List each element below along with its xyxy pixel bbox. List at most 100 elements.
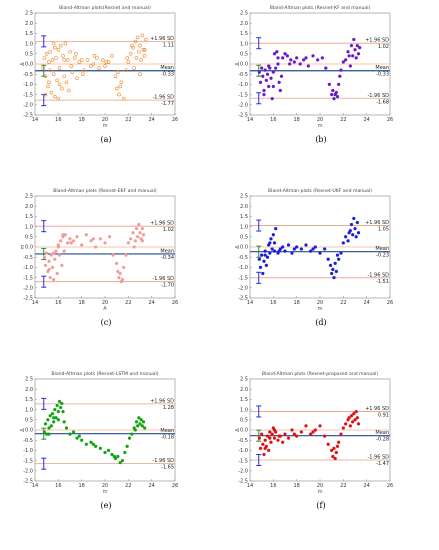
data-point — [267, 84, 271, 89]
data-point — [260, 66, 264, 70]
data-point — [341, 426, 345, 430]
data-point — [80, 438, 84, 442]
data-point — [117, 275, 121, 280]
data-point — [323, 247, 327, 251]
data-point — [51, 41, 56, 46]
data-point — [311, 247, 315, 251]
data-point — [51, 72, 56, 76]
data-point — [50, 265, 55, 270]
y-tick-label: -2.0 — [238, 103, 248, 109]
mean-value: -0.28 — [376, 437, 389, 443]
x-axis-label: m — [318, 123, 323, 129]
y-tick-label: -2.5 — [238, 479, 248, 485]
data-point — [124, 68, 128, 72]
data-point — [133, 39, 138, 44]
data-point — [138, 422, 142, 426]
data-point — [272, 52, 277, 56]
data-point — [63, 41, 68, 46]
data-point — [348, 64, 352, 68]
x-tick-label: 26 — [387, 300, 393, 306]
data-point — [98, 446, 102, 451]
data-point — [57, 399, 62, 404]
x-tick-label: 16 — [270, 300, 276, 306]
data-point — [354, 56, 358, 60]
data-point — [277, 249, 281, 253]
data-point — [279, 74, 284, 78]
data-point — [130, 43, 134, 48]
y-tick-label: -1.5 — [23, 92, 33, 98]
data-point — [55, 271, 59, 276]
data-point — [62, 420, 66, 424]
data-point — [335, 253, 340, 257]
y-tick-label: 0.0 — [240, 428, 248, 434]
mean-text: Mean — [375, 430, 389, 436]
data-point — [62, 249, 66, 253]
data-point — [263, 68, 267, 72]
data-point — [85, 58, 90, 62]
y-tick-label: -0.5 — [23, 438, 33, 444]
y-tick-label: 0.5 — [25, 235, 33, 241]
data-point — [265, 255, 270, 259]
data-point — [132, 245, 136, 249]
x-tick-label: 22 — [125, 300, 131, 306]
data-point — [118, 460, 122, 465]
data-point — [59, 405, 63, 410]
x-tick-label: 20 — [317, 483, 323, 489]
data-point — [298, 62, 302, 66]
y-axis-label: Δ — [20, 62, 26, 66]
y-tick-label: -2.0 — [23, 286, 33, 292]
x-tick-label: 18 — [293, 483, 299, 489]
data-point — [258, 446, 263, 451]
data-point — [124, 253, 128, 257]
data-point — [89, 64, 93, 68]
data-point — [271, 233, 275, 237]
data-point — [126, 241, 130, 245]
y-tick-label: 1.5 — [25, 397, 33, 403]
lower-limit-text: -1.96 SD — [367, 93, 389, 99]
data-point — [52, 277, 56, 282]
data-point — [112, 454, 116, 459]
data-point — [43, 74, 48, 79]
data-point — [70, 70, 75, 74]
data-point — [276, 56, 280, 60]
panel-caption: (a) — [100, 135, 111, 144]
data-point — [344, 235, 348, 239]
x-tick-label: 18 — [78, 117, 84, 123]
data-point — [64, 426, 69, 430]
data-point — [77, 434, 81, 438]
y-tick-label: 0.0 — [240, 62, 248, 68]
data-point — [121, 96, 126, 101]
data-point — [57, 82, 62, 87]
y-tick-label: 1.5 — [240, 397, 248, 403]
data-point — [324, 66, 328, 70]
y-tick-label: 0.5 — [240, 52, 248, 58]
data-point — [81, 72, 85, 76]
data-point — [143, 426, 147, 430]
data-point — [355, 220, 359, 225]
data-point — [290, 428, 294, 432]
panel-caption: (f) — [316, 501, 325, 510]
data-point — [75, 76, 79, 81]
y-tick-label: -2.5 — [23, 296, 33, 302]
data-point — [53, 407, 57, 412]
y-tick-label: 2.5 — [240, 11, 248, 17]
data-point — [49, 90, 54, 95]
data-point — [326, 442, 330, 446]
lower-limit-text: -1.96 SD — [367, 454, 389, 460]
data-point — [292, 432, 296, 436]
data-point — [344, 58, 348, 62]
data-point — [54, 249, 58, 253]
data-point — [128, 51, 133, 56]
data-point — [333, 261, 337, 265]
data-point — [97, 66, 101, 70]
data-point — [260, 432, 264, 436]
data-point — [271, 84, 275, 89]
x-tick-label: 14 — [247, 483, 253, 489]
data-point — [263, 438, 267, 442]
data-point — [126, 60, 131, 64]
chart-title: Bland-Altman plots (Resnet-EKF and manua… — [53, 188, 157, 194]
data-point — [49, 424, 53, 428]
data-point — [261, 74, 265, 78]
x-tick-label: 26 — [387, 483, 393, 489]
data-point — [57, 66, 62, 70]
